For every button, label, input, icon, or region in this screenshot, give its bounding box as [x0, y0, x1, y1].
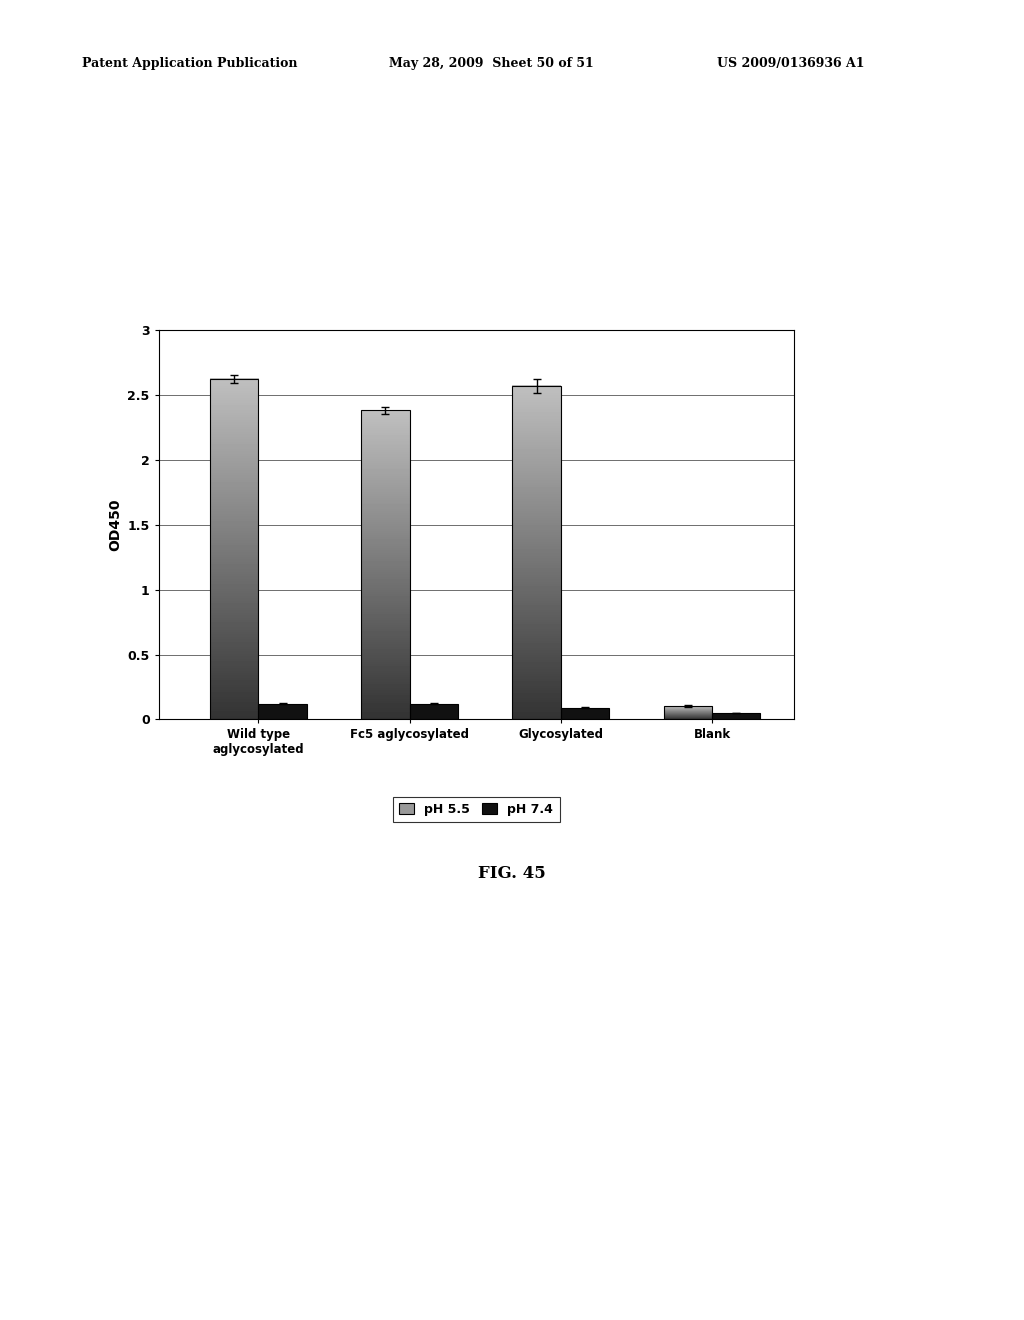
- Text: Patent Application Publication: Patent Application Publication: [82, 57, 297, 70]
- Bar: [410, 704, 458, 719]
- Bar: [664, 706, 712, 719]
- Bar: [561, 708, 609, 719]
- Bar: [210, 379, 258, 719]
- Y-axis label: OD450: OD450: [108, 499, 122, 550]
- Bar: [512, 385, 561, 719]
- Legend: pH 5.5, pH 7.4: pH 5.5, pH 7.4: [393, 797, 559, 822]
- Bar: [361, 411, 410, 719]
- Text: US 2009/0136936 A1: US 2009/0136936 A1: [717, 57, 864, 70]
- Bar: [258, 704, 307, 719]
- Text: May 28, 2009  Sheet 50 of 51: May 28, 2009 Sheet 50 of 51: [389, 57, 594, 70]
- Bar: [712, 713, 761, 719]
- Text: FIG. 45: FIG. 45: [478, 865, 546, 882]
